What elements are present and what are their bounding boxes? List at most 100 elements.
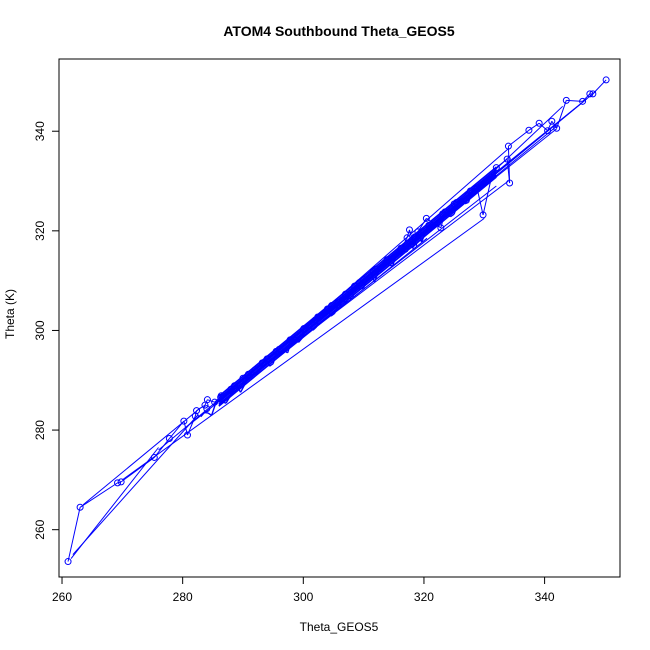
band-segment	[210, 404, 216, 416]
band-segment	[450, 213, 455, 218]
data-point	[323, 305, 331, 313]
data-point	[548, 117, 556, 125]
y-tick-label: 280	[33, 420, 47, 440]
series-segment	[72, 414, 199, 555]
series-line	[528, 122, 540, 131]
series-segment	[212, 180, 509, 406]
series-line	[278, 340, 292, 350]
data-point	[263, 355, 271, 363]
data-point	[369, 267, 377, 275]
data-point	[503, 155, 511, 163]
chart-title: ATOM4 Southbound Theta_GEOS5	[223, 23, 454, 39]
data-point	[437, 224, 445, 232]
data-point	[439, 210, 447, 218]
data-point	[76, 503, 84, 511]
data-point	[396, 248, 404, 256]
series-line	[496, 158, 508, 168]
series-line	[547, 121, 553, 131]
series-line	[413, 231, 419, 246]
data-point	[405, 226, 413, 234]
data-point	[410, 241, 418, 249]
data-point	[193, 407, 201, 415]
series-line	[196, 404, 206, 412]
series-line	[207, 399, 215, 403]
series-segment	[218, 237, 428, 406]
data-point	[422, 214, 430, 222]
data-point	[411, 233, 419, 241]
data-point	[504, 142, 512, 150]
data-point	[602, 76, 610, 84]
data-point	[165, 435, 173, 443]
series-line	[349, 285, 356, 296]
data-point	[334, 299, 342, 307]
band-segment	[207, 412, 213, 416]
x-axis-label: Theta_GEOS5	[300, 620, 379, 634]
series-line	[508, 129, 530, 147]
series-line	[338, 295, 351, 303]
data-point	[272, 347, 280, 355]
series-line	[67, 507, 81, 562]
band-segment	[269, 363, 274, 367]
data-point	[114, 479, 122, 487]
data-point	[314, 313, 322, 321]
data-point	[227, 385, 235, 393]
data-point	[203, 396, 211, 404]
data-point	[492, 164, 500, 172]
x-tick-label: 260	[52, 590, 72, 604]
y-tick-label: 260	[33, 519, 47, 539]
series-segment	[411, 105, 564, 249]
data-point	[525, 126, 533, 134]
plot-box	[58, 58, 621, 578]
series-line	[169, 420, 185, 439]
series-line	[482, 176, 493, 216]
series-line	[183, 420, 188, 436]
data-point	[473, 184, 481, 192]
y-axis: 260 280 300 320 340	[33, 121, 60, 540]
data-point	[579, 97, 587, 105]
y-tick-label: 300	[33, 320, 47, 340]
series-segment	[278, 90, 597, 349]
series-segment	[302, 148, 509, 329]
data-point	[397, 244, 405, 252]
data-series	[64, 76, 610, 566]
series-line	[556, 100, 567, 129]
series-line	[507, 146, 511, 184]
series-line	[375, 259, 389, 270]
data-point	[217, 393, 225, 401]
data-point	[562, 96, 570, 104]
data-point	[64, 558, 72, 566]
series-line	[582, 93, 591, 102]
data-point	[258, 359, 266, 367]
data-point	[117, 478, 125, 486]
data-point	[453, 198, 461, 206]
data-point	[328, 302, 336, 310]
data-point	[211, 398, 219, 406]
data-point	[286, 336, 294, 344]
band-line	[218, 166, 497, 397]
y-tick-label: 340	[33, 121, 47, 141]
data-point	[479, 211, 487, 219]
data-point	[383, 256, 391, 264]
series-line	[153, 438, 170, 458]
data-point	[180, 417, 188, 425]
data-point	[586, 90, 594, 98]
data-point	[351, 282, 359, 290]
data-point	[239, 374, 247, 382]
data-point	[300, 324, 308, 332]
series-line	[79, 482, 118, 508]
data-point	[535, 119, 543, 127]
series-segment	[122, 217, 485, 481]
x-tick-label: 340	[535, 590, 555, 604]
data-point	[342, 290, 350, 298]
series-line	[120, 457, 155, 483]
x-tick-label: 320	[414, 590, 434, 604]
data-point	[150, 453, 158, 461]
series-line	[444, 203, 455, 213]
series-line	[538, 122, 548, 132]
data-point	[346, 292, 354, 300]
data-point	[244, 370, 252, 378]
series-line	[302, 319, 316, 330]
series-line	[266, 348, 280, 360]
data-point	[589, 90, 597, 98]
